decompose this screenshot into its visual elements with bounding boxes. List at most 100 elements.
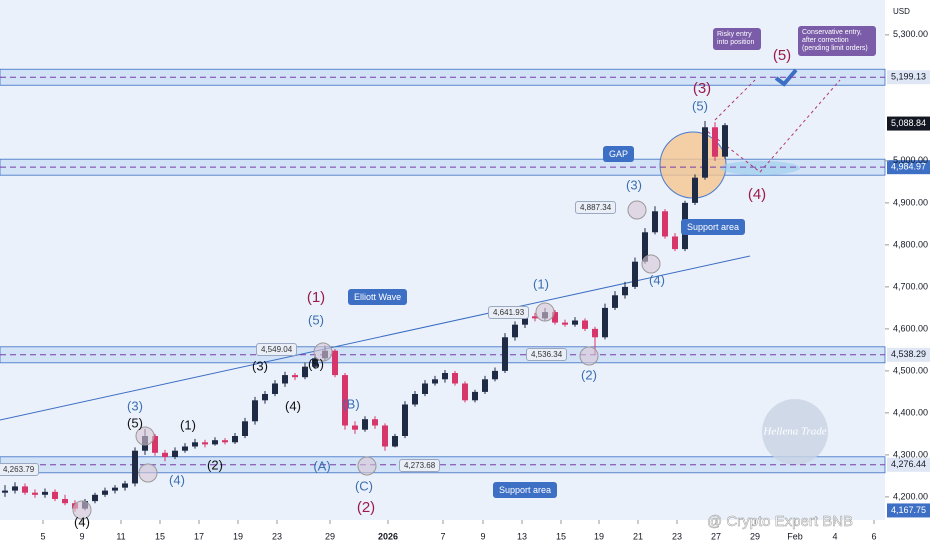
y-tick-label: 4,500.00 (893, 365, 928, 375)
y-tick-label: 5,300.00 (893, 29, 928, 39)
x-tick-label: 9 (79, 531, 84, 541)
checkmark (774, 68, 798, 87)
wave-label: (5) (773, 47, 791, 64)
watermark: Hellena Trade (762, 426, 826, 438)
level-label: 5,199.13 (891, 72, 926, 82)
callout: GAP (603, 146, 635, 163)
candle-body (452, 372, 458, 384)
candle-body (12, 486, 18, 491)
candle-body (442, 372, 448, 380)
candle-body (362, 419, 368, 430)
wave-label: (4) (169, 472, 185, 487)
candle-body (232, 435, 238, 443)
candle-body (412, 393, 418, 405)
candle-body (512, 324, 518, 338)
price-axis (885, 0, 932, 548)
wave-label: (2) (581, 367, 597, 382)
candle-body (302, 366, 308, 378)
wave-label: (B) (342, 396, 359, 411)
wave-label: (4) (748, 186, 766, 203)
candle-body (592, 328, 598, 338)
y-tick-label: 4,400.00 (893, 407, 928, 417)
x-tick-label: 19 (594, 531, 604, 541)
candle-body (92, 494, 98, 502)
currency: USD (893, 7, 910, 16)
x-tick-label: 6 (871, 531, 876, 541)
candle-body (172, 450, 178, 457)
candle-body (402, 404, 408, 436)
wave-marker (357, 456, 377, 476)
candle-body (622, 286, 628, 296)
candle-body (242, 421, 248, 436)
wave-label: (3) (626, 177, 642, 192)
y-tick-label: 4,200.00 (893, 491, 928, 501)
level-label: 4,984.97 (891, 162, 926, 172)
x-tick-label: 29 (750, 531, 760, 541)
x-tick-label: 23 (672, 531, 682, 541)
wave-label: (3) (127, 398, 143, 413)
wave-label: (2) (357, 499, 375, 516)
y-tick-label: 5,000.00 (893, 155, 928, 165)
x-tick-label: 7 (440, 531, 445, 541)
wave-label: (5) (127, 415, 143, 430)
candle-body (662, 211, 668, 237)
callout: Support area (493, 482, 558, 499)
candle-body (372, 419, 378, 426)
price-label: 4,167.75 (891, 505, 926, 515)
entry-note: Risky entry into position (713, 28, 761, 51)
y-tick-label: 4,700.00 (893, 281, 928, 291)
candle-body (32, 492, 38, 495)
y-tick-label: 4,600.00 (893, 323, 928, 333)
candle-body (572, 320, 578, 325)
wave-marker (641, 254, 661, 274)
candle-body (112, 487, 118, 491)
level-tag (887, 70, 930, 85)
candle-body (22, 486, 28, 493)
price-note: 4,273.68 (399, 459, 441, 472)
price-tag (887, 116, 930, 131)
candle-body (42, 491, 48, 495)
x-tick-label: 15 (556, 531, 566, 541)
x-tick-label: 11 (116, 531, 125, 541)
x-tick-label: 2026 (378, 531, 398, 541)
candle-body (472, 391, 478, 401)
credit: @ Crypto Expert BNB (707, 513, 853, 530)
candle-body (192, 442, 198, 447)
callout: Support area (681, 219, 746, 236)
wave-label: (1) (307, 289, 325, 306)
candle-body (692, 177, 698, 203)
candle-body (562, 322, 568, 325)
candle-body (272, 383, 278, 394)
candle-body (382, 425, 388, 447)
candle-body (712, 127, 718, 157)
candle-body (602, 307, 608, 338)
x-tick-label: 29 (325, 531, 335, 541)
x-tick-label: 23 (272, 531, 282, 541)
candle-body (122, 483, 128, 488)
y-tick-label: 4,300.00 (893, 449, 928, 459)
x-tick-label: 19 (233, 531, 243, 541)
price-label: 5,088.84 (891, 118, 926, 128)
candle-body (522, 316, 528, 325)
price-note: 4,549.04 (256, 343, 298, 356)
wave-label: (5) (308, 312, 324, 327)
candle-body (482, 379, 488, 392)
candle-body (152, 435, 158, 453)
x-tick-label: 4 (832, 531, 837, 541)
price-note: 4,536.34 (526, 348, 568, 361)
wave-label: (4) (74, 514, 90, 529)
wave-marker (138, 463, 158, 483)
price-tag (887, 503, 930, 518)
candle-body (582, 320, 588, 329)
candle-body (332, 350, 338, 376)
candle-body (502, 337, 508, 371)
watermark-badge (762, 399, 828, 465)
candle-body (392, 435, 398, 447)
candle-body (532, 316, 538, 319)
candle-body (612, 295, 618, 308)
x-tick-label: 17 (194, 531, 204, 541)
wave-marker (579, 346, 599, 366)
entry-note: Conservative entry, after correction (pe… (798, 26, 876, 57)
candle-body (222, 440, 228, 443)
